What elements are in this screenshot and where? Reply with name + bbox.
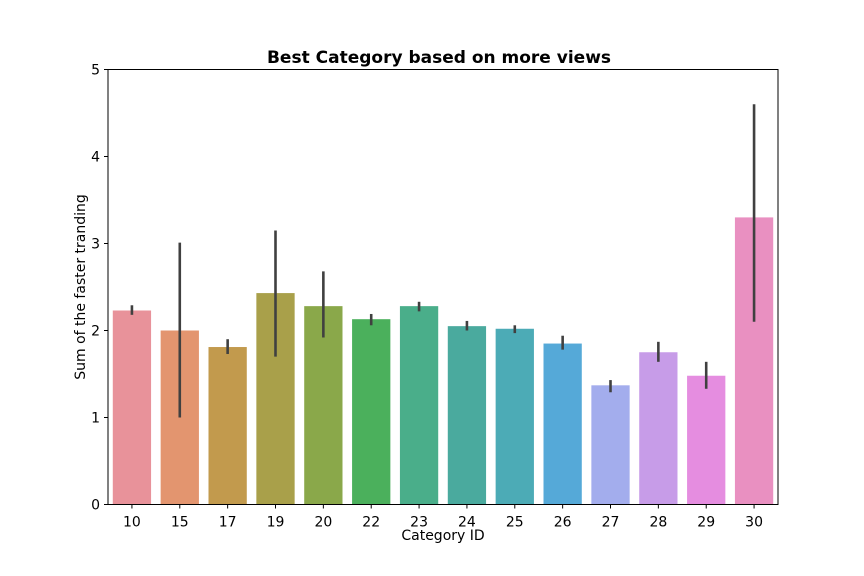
x-tick-label-22: 22 xyxy=(362,515,380,531)
x-tick-label-30: 30 xyxy=(745,515,763,531)
y-tick-label-3: 3 xyxy=(91,237,100,253)
x-tick-label-15: 15 xyxy=(171,515,189,531)
x-tick-label-24: 24 xyxy=(458,515,476,531)
x-axis: 10 15 17 19 20 22 23 24 25 26 27 28 29 30 xyxy=(123,504,763,531)
y-tick-label-1: 1 xyxy=(91,411,100,427)
x-tick-label-28: 28 xyxy=(649,515,667,531)
x-tick-label-19: 19 xyxy=(267,515,285,531)
bar-28 xyxy=(639,352,678,505)
bar-29 xyxy=(687,375,726,505)
x-tick-label-10: 10 xyxy=(123,515,141,531)
bar-23 xyxy=(399,306,439,505)
bars-group xyxy=(112,217,774,505)
x-tick-label-25: 25 xyxy=(506,515,524,531)
bar-17 xyxy=(208,347,247,505)
plot-frame xyxy=(107,69,779,505)
x-tick-label-26: 26 xyxy=(554,515,572,531)
y-tick-label-5: 5 xyxy=(91,63,100,79)
y-tick-label-0: 0 xyxy=(91,498,100,514)
bar-10 xyxy=(112,310,152,505)
chart-title: Best Category based on more views xyxy=(267,48,611,68)
x-tick-label-20: 20 xyxy=(314,515,332,531)
y-tick-label-4: 4 xyxy=(91,150,100,166)
bar-25 xyxy=(495,328,534,505)
x-axis-label: Category ID xyxy=(401,528,484,544)
bar-24 xyxy=(447,326,487,505)
x-tick-label-17: 17 xyxy=(219,515,237,531)
x-tick-label-29: 29 xyxy=(697,515,715,531)
error-bars-group xyxy=(130,104,756,418)
bar-20 xyxy=(304,306,343,505)
x-tick-label-23: 23 xyxy=(410,515,428,531)
x-tick-label-27: 27 xyxy=(602,515,620,531)
bar-22 xyxy=(352,319,391,505)
y-axis-label: Sum of the faster tranding xyxy=(73,194,89,380)
y-tick-label-2: 2 xyxy=(91,324,100,340)
y-axis: 0 1 2 3 4 5 xyxy=(91,63,108,514)
bar-27 xyxy=(591,385,630,505)
bar-26 xyxy=(543,343,582,505)
